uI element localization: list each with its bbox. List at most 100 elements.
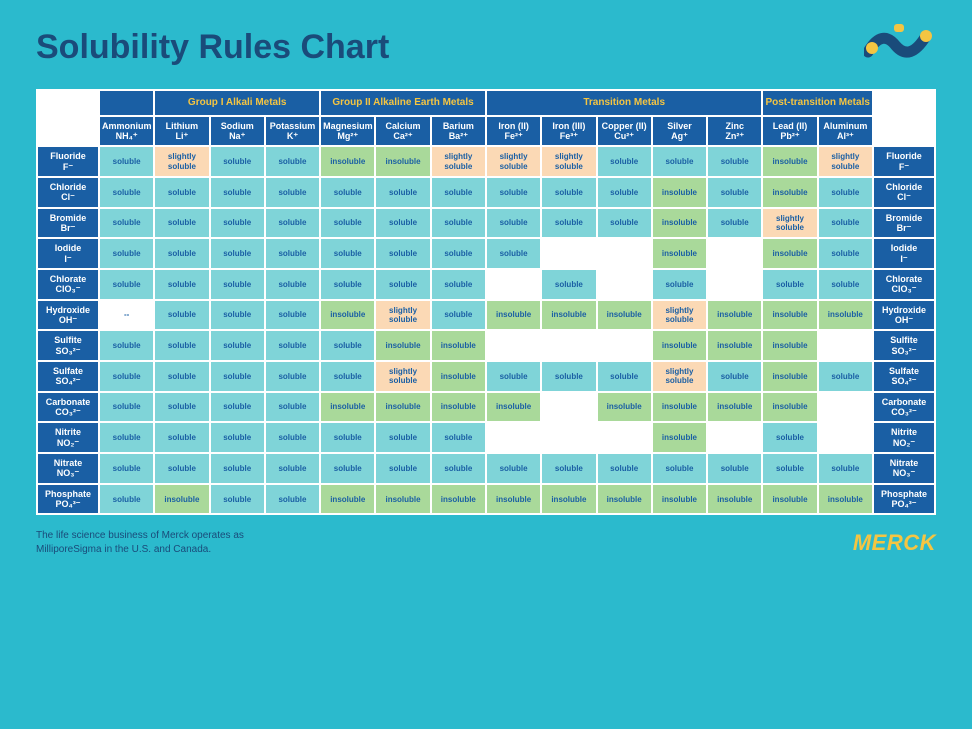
solubility-cell: soluble <box>653 270 706 299</box>
anion-header-right: PhosphatePO₄³⁻ <box>874 485 934 514</box>
solubility-cell: soluble <box>708 209 761 238</box>
solubility-cell: soluble <box>321 331 374 360</box>
solubility-cell: slightly soluble <box>432 147 485 176</box>
cation-header: MagnesiumMg²⁺ <box>321 117 374 146</box>
solubility-table: Group I Alkali MetalsGroup II Alkaline E… <box>36 89 936 515</box>
solubility-cell: slightly soluble <box>653 362 706 391</box>
solubility-cell: soluble <box>598 209 651 238</box>
solubility-cell: soluble <box>100 393 153 422</box>
solubility-cell: soluble <box>211 209 264 238</box>
solubility-cell: soluble <box>266 270 319 299</box>
solubility-cell: soluble <box>432 178 485 207</box>
solubility-cell: soluble <box>708 454 761 483</box>
solubility-cell <box>708 423 761 452</box>
solubility-cell: soluble <box>376 178 429 207</box>
solubility-cell <box>598 270 651 299</box>
solubility-cell: insoluble <box>653 331 706 360</box>
solubility-cell: slightly soluble <box>376 301 429 330</box>
solubility-cell: soluble <box>100 270 153 299</box>
solubility-cell: slightly soluble <box>819 147 872 176</box>
solubility-cell: soluble <box>432 423 485 452</box>
solubility-cell: slightly soluble <box>653 301 706 330</box>
solubility-cell: insoluble <box>376 331 429 360</box>
solubility-cell: soluble <box>100 209 153 238</box>
solubility-cell: insoluble <box>763 331 816 360</box>
solubility-cell: soluble <box>376 270 429 299</box>
cation-header: PotassiumK⁺ <box>266 117 319 146</box>
solubility-cell: insoluble <box>542 301 595 330</box>
solubility-cell: soluble <box>266 393 319 422</box>
solubility-cell: soluble <box>100 178 153 207</box>
solubility-cell: soluble <box>653 454 706 483</box>
solubility-cell: soluble <box>211 423 264 452</box>
solubility-cell: insoluble <box>432 362 485 391</box>
solubility-cell: soluble <box>211 331 264 360</box>
anion-header-left: BromideBr⁻ <box>38 209 98 238</box>
solubility-cell: soluble <box>708 147 761 176</box>
solubility-cell: insoluble <box>376 147 429 176</box>
solubility-cell <box>819 423 872 452</box>
solubility-cell: soluble <box>432 209 485 238</box>
solubility-cell: soluble <box>542 209 595 238</box>
solubility-cell <box>819 331 872 360</box>
solubility-cell <box>542 393 595 422</box>
solubility-cell: insoluble <box>763 485 816 514</box>
solubility-cell: soluble <box>542 178 595 207</box>
solubility-cell: insoluble <box>653 239 706 268</box>
cation-header: SilverAg⁺ <box>653 117 706 146</box>
anion-header-right: BromideBr⁻ <box>874 209 934 238</box>
solubility-cell: soluble <box>100 362 153 391</box>
group-header: Group I Alkali Metals <box>155 91 319 115</box>
solubility-cell: soluble <box>155 301 208 330</box>
solubility-cell: soluble <box>819 209 872 238</box>
solubility-cell: soluble <box>598 178 651 207</box>
anion-header-right: ChlorideCl⁻ <box>874 178 934 207</box>
solubility-cell: soluble <box>432 301 485 330</box>
solubility-cell: insoluble <box>708 331 761 360</box>
solubility-cell: insoluble <box>487 393 540 422</box>
solubility-cell: soluble <box>266 485 319 514</box>
solubility-cell: soluble <box>321 423 374 452</box>
solubility-cell <box>598 423 651 452</box>
solubility-cell: soluble <box>542 270 595 299</box>
solubility-cell: soluble <box>487 239 540 268</box>
solubility-cell: soluble <box>266 209 319 238</box>
anion-header-left: ChlorateClO₃⁻ <box>38 270 98 299</box>
solubility-cell: slightly soluble <box>487 147 540 176</box>
solubility-cell: insoluble <box>763 178 816 207</box>
solubility-cell: soluble <box>321 270 374 299</box>
solubility-cell: soluble <box>155 362 208 391</box>
solubility-cell: soluble <box>266 239 319 268</box>
solubility-cell: soluble <box>211 454 264 483</box>
group-header: Transition Metals <box>487 91 761 115</box>
solubility-cell: soluble <box>708 178 761 207</box>
anion-header-right: NitriteNO₂⁻ <box>874 423 934 452</box>
solubility-cell: soluble <box>211 362 264 391</box>
solubility-cell: soluble <box>819 239 872 268</box>
solubility-cell: insoluble <box>763 362 816 391</box>
solubility-cell: insoluble <box>376 393 429 422</box>
solubility-cell: insoluble <box>598 485 651 514</box>
solubility-cell: soluble <box>321 454 374 483</box>
solubility-cell: insoluble <box>432 485 485 514</box>
solubility-cell: soluble <box>100 239 153 268</box>
solubility-cell: insoluble <box>763 393 816 422</box>
solubility-cell: insoluble <box>819 301 872 330</box>
solubility-cell: soluble <box>155 454 208 483</box>
cation-header: SodiumNa⁺ <box>211 117 264 146</box>
solubility-cell: insoluble <box>376 485 429 514</box>
solubility-cell: soluble <box>100 454 153 483</box>
solubility-cell: soluble <box>653 147 706 176</box>
solubility-cell: soluble <box>155 331 208 360</box>
solubility-cell: soluble <box>100 147 153 176</box>
anion-header-left: FluorideF⁻ <box>38 147 98 176</box>
solubility-cell: soluble <box>155 239 208 268</box>
solubility-cell: insoluble <box>653 393 706 422</box>
solubility-cell: insoluble <box>708 301 761 330</box>
solubility-cell: soluble <box>321 362 374 391</box>
solubility-cell: soluble <box>155 178 208 207</box>
solubility-cell: slightly soluble <box>763 209 816 238</box>
anion-header-left: CarbonateCO₃²⁻ <box>38 393 98 422</box>
solubility-cell: insoluble <box>763 301 816 330</box>
solubility-table-wrap: Group I Alkali MetalsGroup II Alkaline E… <box>36 89 936 515</box>
